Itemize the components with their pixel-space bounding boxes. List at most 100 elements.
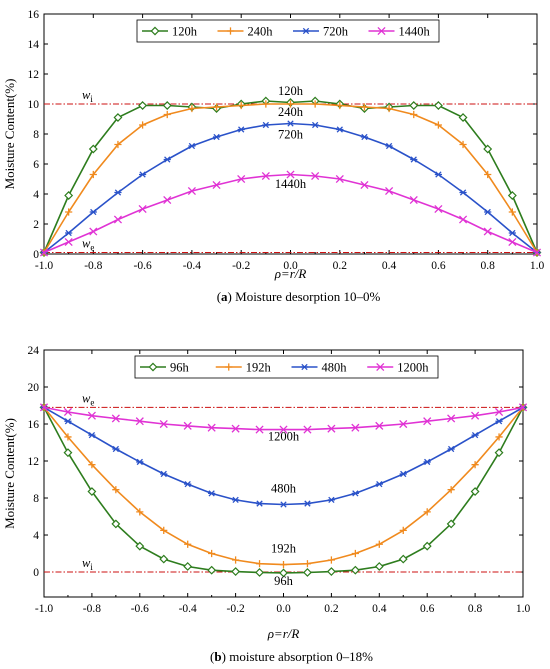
data-point-240h xyxy=(188,104,196,113)
data-point-120h xyxy=(507,191,517,200)
legend: 96h 192h 480h 1200h xyxy=(134,355,439,379)
data-point-1200h xyxy=(375,421,384,430)
data-point-1440h xyxy=(187,186,196,196)
legend-box xyxy=(136,19,440,43)
data-point-1440h xyxy=(532,248,542,257)
data-point-720h xyxy=(237,126,245,133)
data-point-192h xyxy=(423,508,431,516)
y-tick-label: 4 xyxy=(33,530,39,542)
legend-label: 1200h xyxy=(397,361,429,375)
data-point-1200h xyxy=(447,414,456,423)
data-point-192h xyxy=(64,433,72,441)
data-point-480h xyxy=(208,490,216,497)
legend: 120h 240h 720h 1440h xyxy=(136,19,440,43)
data-point-192h xyxy=(255,560,264,568)
legend-label: 720h xyxy=(323,25,349,39)
data-point-1200h xyxy=(135,417,144,426)
curve-annotation: 96h xyxy=(274,574,294,588)
data-point-1440h xyxy=(64,237,73,247)
data-point-240h xyxy=(65,208,73,216)
data-point-1440h xyxy=(409,195,418,205)
y-tick-label: 16 xyxy=(28,419,40,431)
y-tick-label: 8 xyxy=(33,493,39,505)
data-point-480h xyxy=(303,500,312,507)
data-point-192h xyxy=(88,461,96,469)
data-point-1440h xyxy=(113,215,123,224)
x-tick-label: -0.4 xyxy=(183,260,201,272)
data-point-480h xyxy=(351,490,359,497)
y-tick-label: 20 xyxy=(28,382,40,394)
x-axis-label: ρ=r/R xyxy=(274,266,307,281)
data-point-720h xyxy=(163,156,171,163)
series-192h xyxy=(40,403,527,569)
data-point-120h xyxy=(162,101,172,110)
x-tick-label: 0.6 xyxy=(431,260,446,272)
y-tick-label: 12 xyxy=(28,69,40,81)
data-point-96h xyxy=(135,541,145,551)
data-point-1440h xyxy=(434,204,443,214)
data-point-1440h xyxy=(483,227,492,236)
y-tick-label: 4 xyxy=(33,189,39,201)
data-point-480h xyxy=(160,470,168,478)
data-point-1440h xyxy=(89,227,98,236)
data-point-720h xyxy=(286,120,295,127)
data-point-240h xyxy=(262,100,270,108)
x-tick-label: -1.0 xyxy=(35,603,53,615)
data-point-1200h xyxy=(39,403,49,412)
x-tick-label: -0.8 xyxy=(83,603,101,615)
data-point-1200h xyxy=(351,423,360,432)
panel-caption: (a) Moisture desorption 10–0% xyxy=(217,289,381,304)
data-point-192h xyxy=(399,526,407,534)
legend-box xyxy=(134,355,439,379)
data-point-1200h xyxy=(255,425,264,434)
data-point-192h xyxy=(279,561,288,569)
legend-marker-120h xyxy=(150,26,160,36)
data-point-240h xyxy=(311,100,319,108)
data-point-240h xyxy=(237,101,245,110)
curve-annotation: 192h xyxy=(271,542,297,556)
y-tick-label: 8 xyxy=(33,129,39,141)
data-point-120h xyxy=(138,101,148,110)
chart-panel-b: -1.0 -0.8 -0.6 -0.4 -0.2 0.0 0.2 0.4 0.6 0.8 1.0 0 4… xyxy=(2,345,530,664)
data-point-1440h xyxy=(508,237,517,247)
y-tick-label: 14 xyxy=(28,39,40,51)
data-point-1200h xyxy=(111,414,120,423)
x-tick-label: -0.8 xyxy=(84,260,102,272)
data-point-192h xyxy=(184,540,192,548)
data-point-480h xyxy=(184,480,192,488)
data-point-1440h xyxy=(237,174,246,184)
data-point-120h xyxy=(409,101,419,110)
data-point-480h xyxy=(232,496,240,504)
data-point-1200h xyxy=(207,423,216,432)
data-point-96h xyxy=(159,554,169,564)
data-point-480h xyxy=(495,418,503,425)
data-point-1440h xyxy=(385,186,394,196)
data-point-192h xyxy=(112,486,120,494)
x-tick-label: 0.4 xyxy=(372,603,387,615)
data-point-720h xyxy=(434,171,442,178)
data-point-120h xyxy=(483,144,493,154)
data-point-96h xyxy=(422,541,432,551)
data-point-720h xyxy=(89,208,97,216)
x-tick-label: 0.4 xyxy=(382,260,397,272)
data-point-1200h xyxy=(471,411,480,420)
y-axis-label: Moisture Content(%) xyxy=(2,79,17,190)
data-point-1440h xyxy=(39,248,49,257)
legend-label: 120h xyxy=(172,25,198,39)
reference-label-wi: wi xyxy=(82,88,93,104)
legend-marker-480h xyxy=(300,363,309,371)
y-tick-label: 2 xyxy=(33,219,39,231)
panel-caption: (b) moisture absorption 0–18% xyxy=(210,649,373,664)
x-tick-label: -0.2 xyxy=(232,260,250,272)
data-point-192h xyxy=(136,508,144,516)
data-point-240h xyxy=(336,101,344,110)
legend-label: 480h xyxy=(322,361,348,375)
x-tick-label: 0.6 xyxy=(420,603,435,615)
y-axis-label: Moisture Content(%) xyxy=(2,418,17,529)
data-point-1200h xyxy=(279,425,288,434)
curve-annotation: 720h xyxy=(278,128,304,142)
data-point-120h xyxy=(64,191,74,200)
data-point-192h xyxy=(471,461,479,469)
data-point-1200h xyxy=(159,419,168,429)
data-point-120h xyxy=(433,101,443,110)
